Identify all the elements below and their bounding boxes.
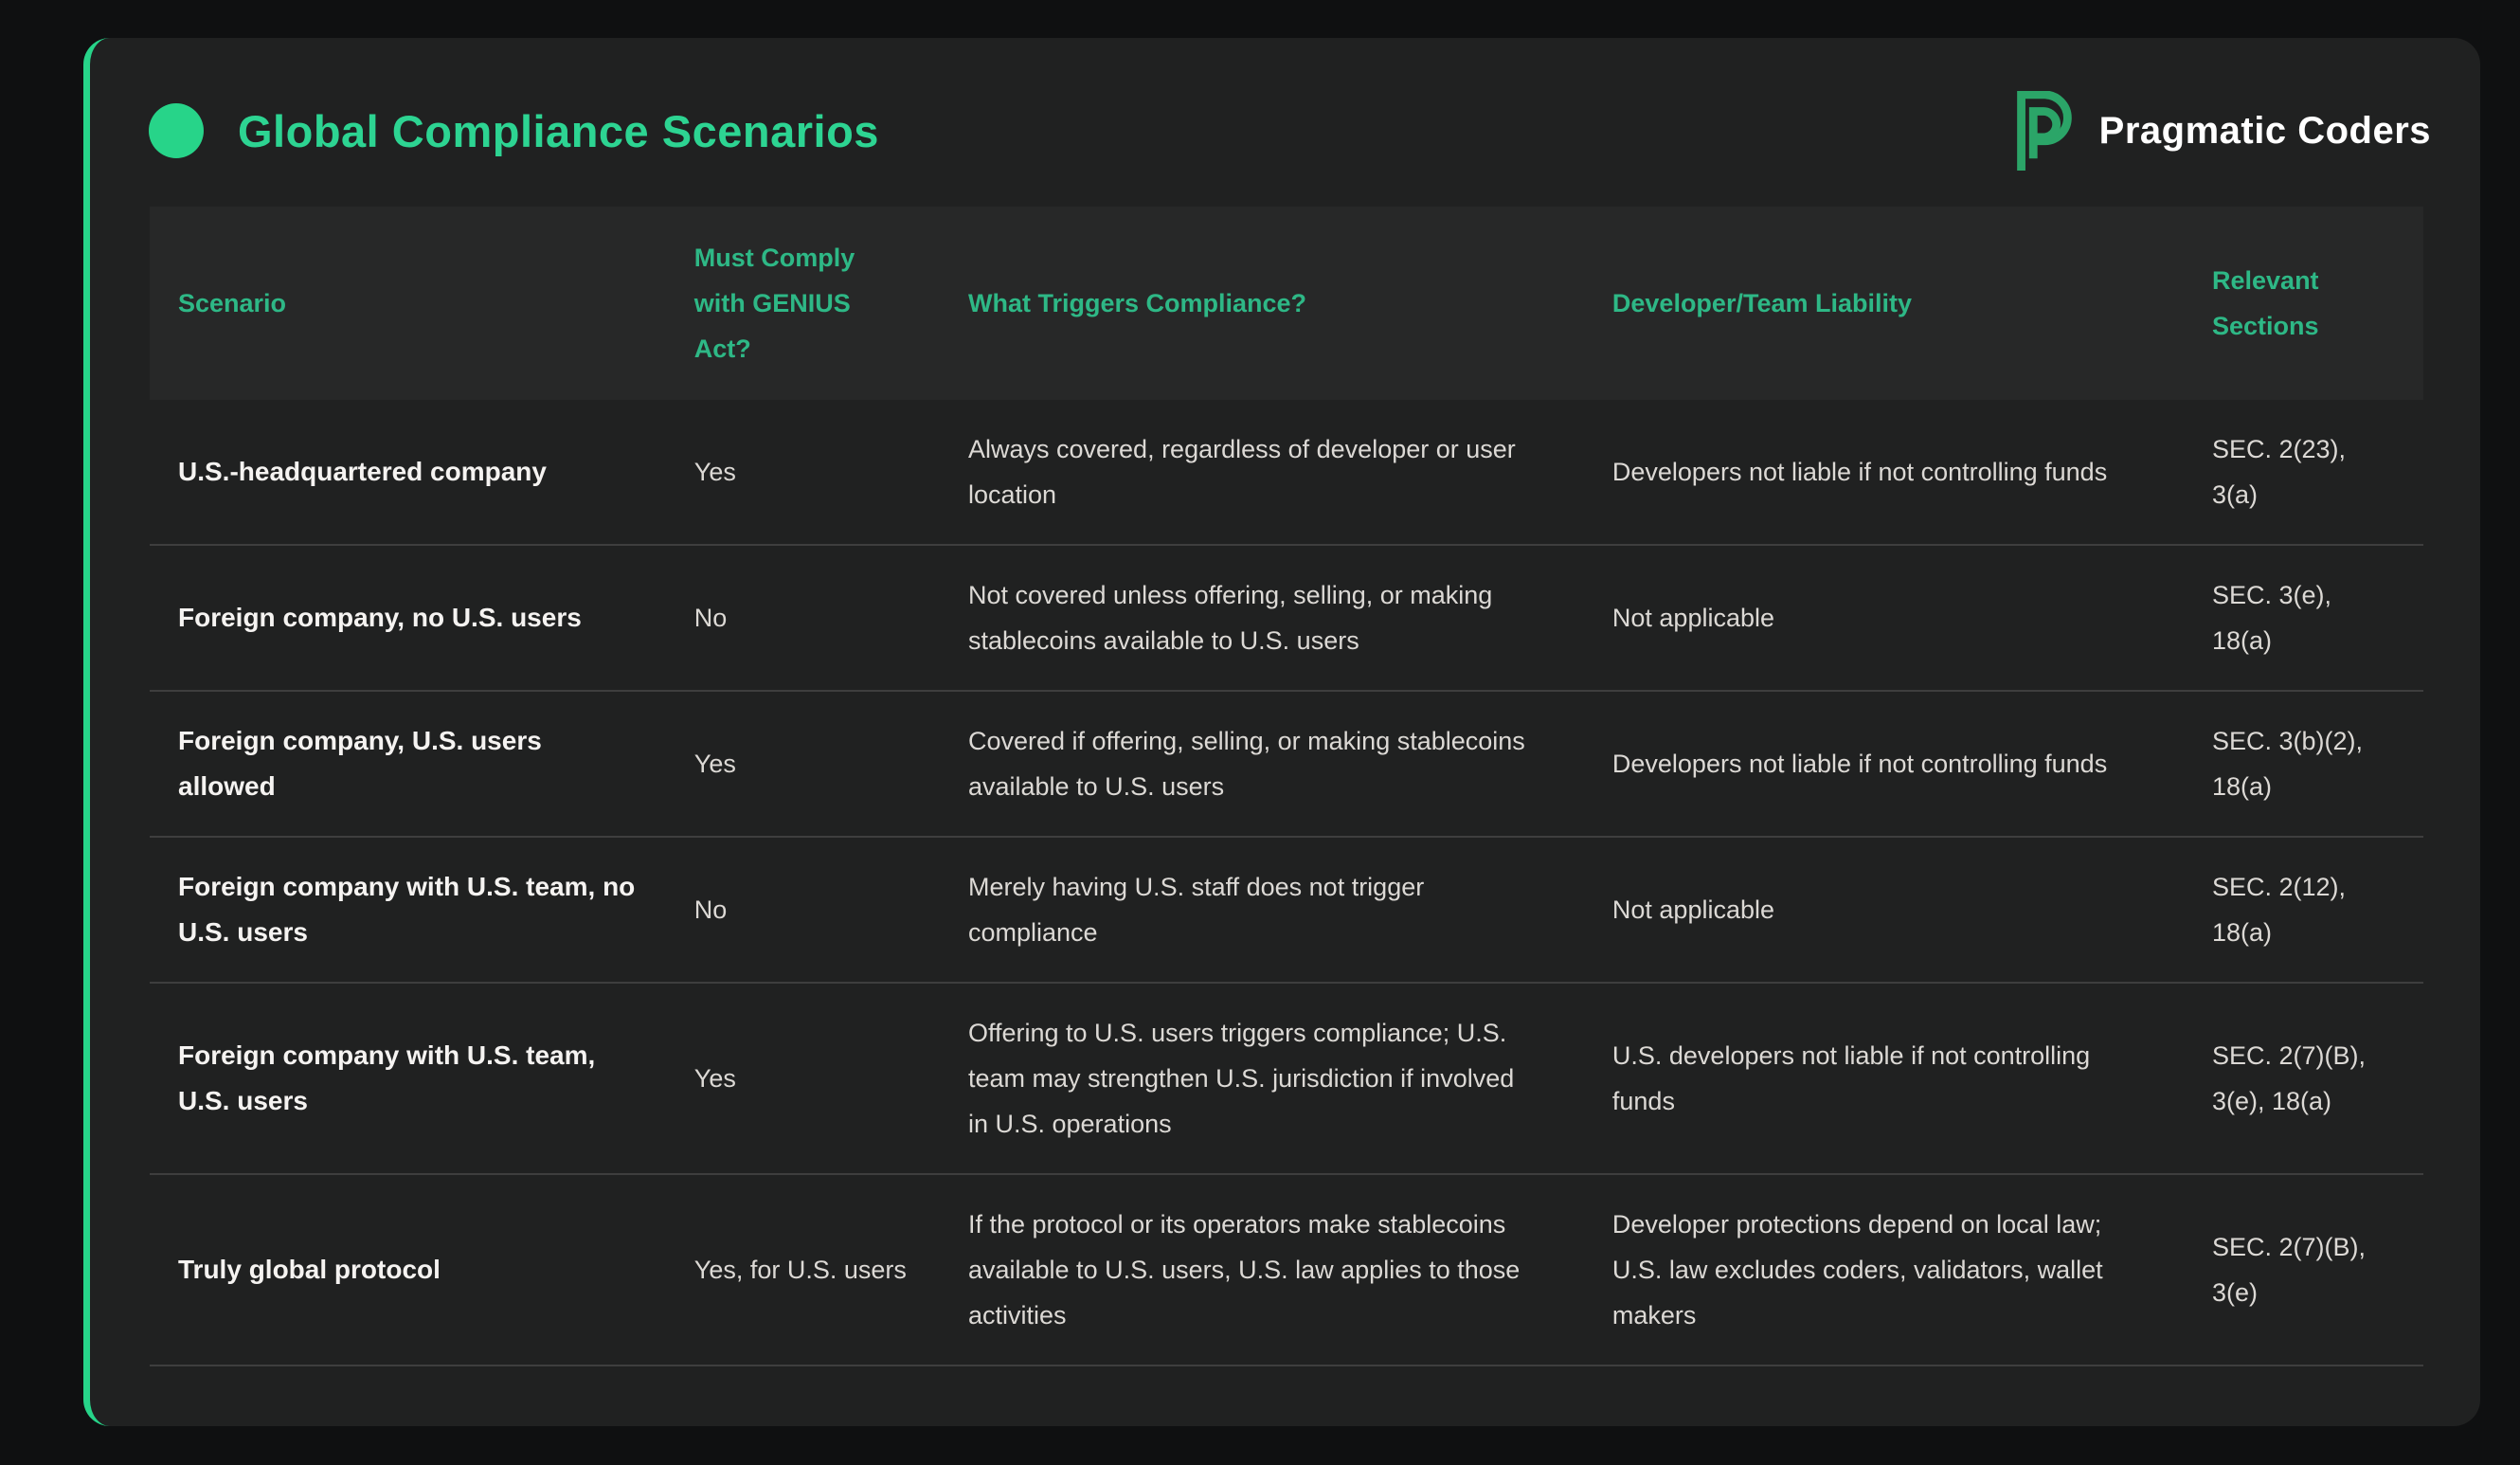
green-dot-icon — [149, 103, 204, 158]
cell-sections: SEC. 2(23), 3(a) — [2184, 400, 2423, 546]
cell-liability: Developer protections depend on local la… — [1583, 1174, 2184, 1366]
card-header: Global Compliance Scenarios Pragmatic Co… — [90, 38, 2480, 171]
cell-sections: SEC. 3(b)(2), 18(a) — [2184, 691, 2423, 838]
column-header-must-comply: Must Comply with GENIUS Act? — [665, 207, 940, 400]
cell-comply: Yes, for U.S. users — [665, 1174, 940, 1366]
cell-scenario: Foreign company with U.S. team, U.S. use… — [150, 983, 666, 1175]
table-row: Foreign company, U.S. users allowed Yes … — [150, 691, 2423, 838]
table-row: U.S.-headquartered company Yes Always co… — [150, 400, 2423, 546]
compliance-table: Scenario Must Comply with GENIUS Act? Wh… — [150, 207, 2423, 1366]
column-header-triggers: What Triggers Compliance? — [939, 207, 1584, 400]
table-row: Foreign company with U.S. team, U.S. use… — [150, 983, 2423, 1175]
cell-sections: SEC. 2(7)(B), 3(e) — [2184, 1174, 2423, 1366]
cell-liability: Developers not liable if not controlling… — [1583, 400, 2184, 546]
cell-scenario: U.S.-headquartered company — [150, 400, 666, 546]
cell-liability: U.S. developers not liable if not contro… — [1583, 983, 2184, 1175]
column-header-scenario: Scenario — [150, 207, 666, 400]
cell-trigger: Covered if offering, selling, or making … — [939, 691, 1584, 838]
cell-sections: SEC. 3(e), 18(a) — [2184, 545, 2423, 692]
column-header-liability: Developer/Team Liability — [1583, 207, 2184, 400]
cell-scenario: Foreign company with U.S. team, no U.S. … — [150, 837, 666, 984]
cell-trigger: Always covered, regardless of developer … — [939, 400, 1584, 546]
cell-comply: Yes — [665, 400, 940, 546]
brand-name: Pragmatic Coders — [2098, 109, 2431, 152]
title-group: Global Compliance Scenarios — [149, 103, 879, 158]
cell-trigger: If the protocol or its operators make st… — [939, 1174, 1584, 1366]
cell-scenario: Truly global protocol — [150, 1174, 666, 1366]
page-title: Global Compliance Scenarios — [238, 105, 879, 156]
table-row: Truly global protocol Yes, for U.S. user… — [150, 1174, 2423, 1366]
cell-liability: Not applicable — [1583, 545, 2184, 692]
pragmatic-coders-logo-icon — [2016, 91, 2072, 171]
cell-comply: Yes — [665, 983, 940, 1175]
cell-scenario: Foreign company, U.S. users allowed — [150, 691, 666, 838]
cell-sections: SEC. 2(12), 18(a) — [2184, 837, 2423, 984]
cell-trigger: Merely having U.S. staff does not trigge… — [939, 837, 1584, 984]
table-row: Foreign company, no U.S. users No Not co… — [150, 545, 2423, 692]
cell-comply: Yes — [665, 691, 940, 838]
cell-comply: No — [665, 837, 940, 984]
cell-sections: SEC. 2(7)(B), 3(e), 18(a) — [2184, 983, 2423, 1175]
cell-scenario: Foreign company, no U.S. users — [150, 545, 666, 692]
table-wrap: Scenario Must Comply with GENIUS Act? Wh… — [150, 207, 2433, 1366]
cell-trigger: Offering to U.S. users triggers complian… — [939, 983, 1584, 1175]
cell-liability: Not applicable — [1583, 837, 2184, 984]
cell-liability: Developers not liable if not controlling… — [1583, 691, 2184, 838]
column-header-sections: Relevant Sections — [2184, 207, 2423, 400]
cell-trigger: Not covered unless offering, selling, or… — [939, 545, 1584, 692]
compliance-card: Global Compliance Scenarios Pragmatic Co… — [83, 38, 2480, 1426]
table-row: Foreign company with U.S. team, no U.S. … — [150, 837, 2423, 984]
header-row: Scenario Must Comply with GENIUS Act? Wh… — [150, 207, 2423, 400]
brand-lockup: Pragmatic Coders — [2012, 91, 2431, 171]
cell-comply: No — [665, 545, 940, 692]
